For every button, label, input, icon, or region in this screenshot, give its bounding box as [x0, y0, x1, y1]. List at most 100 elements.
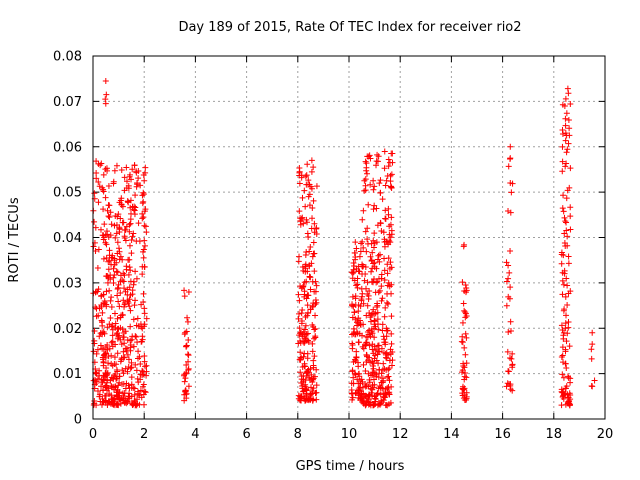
data-point	[112, 234, 119, 241]
data-point	[566, 132, 573, 139]
data-point	[381, 148, 388, 155]
data-point	[109, 338, 116, 345]
data-point	[565, 253, 572, 260]
data-point	[296, 325, 303, 332]
data-point	[296, 297, 303, 304]
data-point	[102, 383, 109, 390]
data-point	[560, 388, 567, 395]
axis-ticks: 0 2 4 6 8 10 12 14 16 18 20 0 0.01 0.02 0.03 0.04 0.05 0.…	[53, 50, 613, 443]
data-point	[140, 191, 147, 198]
data-point	[118, 356, 125, 363]
data-point	[108, 294, 115, 301]
data-point	[130, 401, 137, 408]
data-point	[349, 345, 356, 352]
data-point	[91, 397, 98, 404]
data-point	[139, 333, 146, 340]
data-point	[310, 357, 317, 364]
y-tick-label: 0.06	[53, 140, 82, 155]
data-point	[304, 330, 311, 337]
data-point	[107, 209, 114, 216]
data-point	[368, 389, 375, 396]
data-point	[349, 394, 356, 401]
data-point	[560, 208, 567, 215]
data-point	[459, 339, 466, 346]
data-point	[371, 343, 378, 350]
data-point	[366, 309, 373, 316]
data-point	[106, 252, 113, 259]
data-point	[383, 299, 390, 306]
data-point	[304, 350, 311, 357]
data-point	[124, 198, 131, 205]
data-point	[127, 292, 134, 299]
data-point	[133, 275, 140, 282]
data-point	[113, 389, 120, 396]
data-point	[139, 192, 146, 199]
data-point	[368, 268, 375, 275]
data-point	[566, 125, 573, 132]
data-point	[351, 370, 358, 377]
y-tick-label: 0.02	[53, 322, 82, 337]
data-point	[181, 378, 188, 385]
data-point	[507, 247, 514, 254]
data-point	[376, 287, 383, 294]
data-point	[369, 363, 376, 370]
data-point	[141, 305, 148, 312]
data-point	[369, 386, 376, 393]
data-point	[385, 366, 392, 373]
data-point	[384, 374, 391, 381]
data-point	[143, 315, 150, 322]
data-point	[114, 326, 121, 333]
data-point	[311, 335, 318, 342]
data-point	[562, 385, 569, 392]
data-point	[381, 267, 388, 274]
data-point	[127, 365, 134, 372]
data-point	[300, 395, 307, 402]
data-point	[561, 214, 568, 221]
data-point	[367, 155, 374, 162]
data-point	[100, 328, 107, 335]
data-point	[110, 265, 117, 272]
data-point	[384, 270, 391, 277]
data-point	[298, 373, 305, 380]
data-point	[106, 287, 113, 294]
data-point	[306, 248, 313, 255]
data-point	[140, 298, 147, 305]
data-point	[115, 334, 122, 341]
data-point	[110, 279, 117, 286]
data-point	[362, 228, 369, 235]
data-point	[98, 160, 105, 167]
data-point	[102, 194, 109, 201]
data-point	[458, 338, 465, 345]
data-point	[370, 244, 377, 251]
data-point	[307, 286, 314, 293]
data-point	[310, 239, 317, 246]
data-point	[560, 374, 567, 381]
data-point	[183, 362, 190, 369]
data-point	[559, 291, 566, 298]
data-point	[91, 190, 98, 197]
data-point	[185, 352, 192, 359]
data-point	[367, 181, 374, 188]
data-point	[463, 393, 470, 400]
data-point	[506, 354, 513, 361]
data-point	[96, 333, 103, 340]
data-point	[461, 288, 468, 295]
data-point	[507, 328, 514, 335]
data-point	[363, 401, 370, 408]
data-point	[139, 325, 146, 332]
data-point	[355, 320, 362, 327]
y-tick-label: 0	[74, 413, 82, 428]
data-point	[134, 339, 141, 346]
x-tick-label: 20	[597, 427, 614, 442]
data-point	[103, 273, 110, 280]
data-point	[301, 362, 308, 369]
data-point	[563, 312, 570, 319]
data-point	[460, 386, 467, 393]
data-point	[101, 221, 108, 228]
data-point	[295, 315, 302, 322]
data-point	[368, 257, 375, 264]
data-point	[312, 312, 319, 319]
data-point	[126, 303, 133, 310]
data-point	[385, 163, 392, 170]
data-point	[115, 298, 122, 305]
